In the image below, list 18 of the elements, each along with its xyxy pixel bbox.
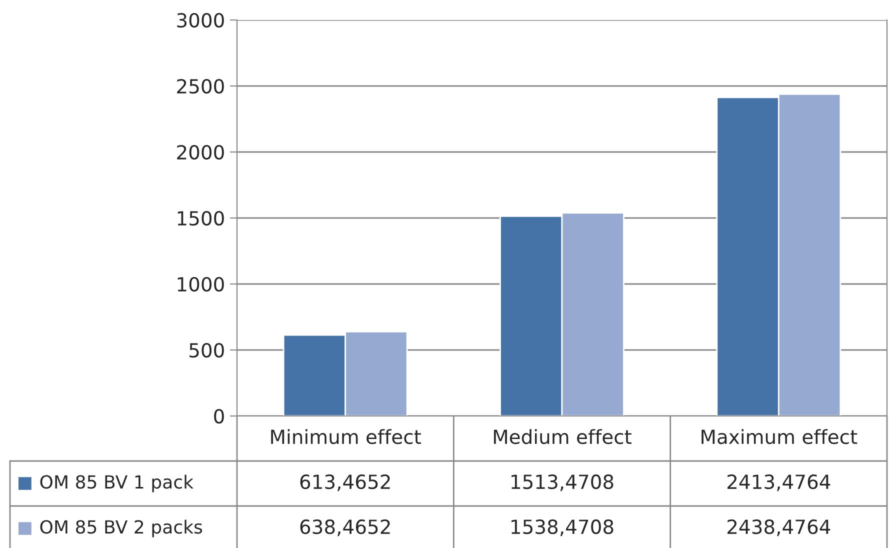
legend-label: OM 85 BV 2 packs (40, 520, 202, 538)
x-tick-label: Minimum effect (271, 429, 421, 444)
y-tick-label: 3000 (177, 12, 224, 28)
x-tick-label: Medium effect (494, 429, 632, 444)
y-tick-label: 500 (190, 342, 224, 358)
data-label: 613,4652 (300, 474, 390, 492)
y-tick-label: 0 (214, 408, 224, 424)
legend-label: OM 85 BV 1 pack (40, 474, 194, 492)
y-tick-label: 2500 (177, 78, 224, 94)
y-tick-label: 2000 (177, 144, 224, 160)
y-tick-label: 1500 (178, 210, 224, 226)
x-tick-label: Maximum effect (702, 429, 858, 444)
data-label: 1538,4708 (512, 519, 614, 536)
y-tick-label: 1000 (178, 276, 224, 292)
data-label: 638,4652 (300, 519, 390, 536)
data-label: 1513,4708 (512, 474, 614, 492)
data-label: 2413,4764 (728, 474, 830, 492)
data-label: 2438,4764 (728, 519, 830, 536)
